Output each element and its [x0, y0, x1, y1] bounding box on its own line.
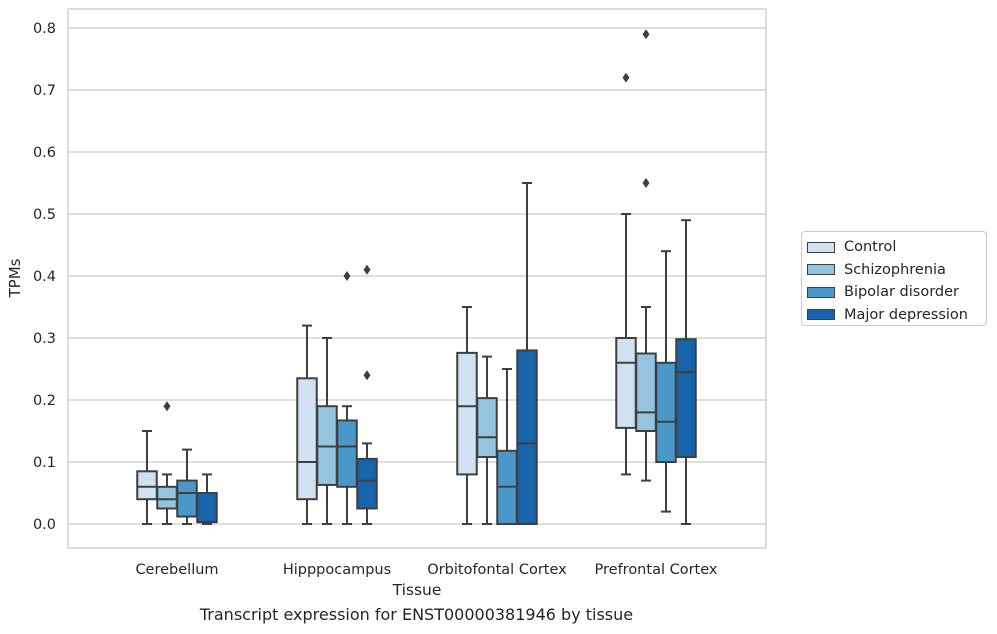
box-3-2	[516, 182, 538, 525]
outlier-point	[163, 401, 171, 412]
legend-label: Schizophrenia	[844, 261, 946, 278]
y-tick-label: 0.8	[33, 21, 56, 37]
box-3-0	[196, 473, 218, 525]
y-tick-labels: 0.0 0.1 0.2 0.3 0.4 0.5 0.6 0.7 0.8	[33, 21, 56, 533]
x-tick-labels: Cerebellum Hipppocampus Orbitofontal Corte…	[135, 562, 717, 578]
legend-swatch	[807, 309, 835, 321]
legend-item-schizophrenia: Schizophrenia	[807, 259, 986, 282]
plot-frame	[67, 8, 767, 549]
x-tick-label: Cerebellum	[135, 562, 218, 578]
legend-label: Major depression	[844, 306, 968, 323]
legend-swatch	[807, 241, 835, 253]
x-axis-label: Tissue	[392, 581, 442, 599]
x-tick-label: Hipppocampus	[283, 562, 391, 578]
box-1-1	[316, 337, 338, 525]
box-0-3	[615, 72, 637, 476]
legend-swatch	[807, 264, 835, 276]
box-body	[655, 361, 677, 463]
box-body	[356, 457, 378, 510]
x-tick-label: Orbitofontal Cortex	[427, 562, 567, 578]
legend-label: Control	[844, 239, 897, 256]
y-tick-label: 0.0	[33, 517, 56, 533]
y-tick-label: 0.1	[33, 455, 56, 471]
box-body	[516, 349, 538, 525]
box-2-2	[496, 368, 518, 525]
outlier-point	[642, 178, 650, 188]
box-body	[675, 338, 697, 459]
gridlines	[68, 27, 766, 525]
box-0-1	[296, 324, 318, 525]
outlier-point	[343, 271, 351, 281]
box-1-0	[156, 401, 178, 525]
box-0-2	[456, 306, 478, 525]
box-0-0	[136, 430, 158, 525]
box-2-1	[336, 271, 358, 525]
y-tick-label: 0.6	[33, 145, 56, 161]
y-tick-label: 0.7	[33, 83, 56, 99]
legend-swatch	[807, 286, 835, 298]
legend: Control Schizophrenia Bipolar disorder M…	[801, 231, 987, 326]
outlier-point	[363, 370, 371, 381]
box-body	[336, 419, 358, 488]
y-tick-label: 0.4	[33, 269, 56, 285]
legend-label: Bipolar disorder	[844, 284, 959, 301]
box-body	[196, 492, 218, 524]
y-tick-label: 0.2	[33, 393, 56, 409]
box-body	[476, 397, 498, 459]
box-1-3	[635, 29, 657, 482]
legend-item-control: Control	[807, 236, 986, 259]
box-body	[615, 337, 637, 429]
y-tick-label: 0.3	[33, 331, 56, 347]
legend-item-major-depression: Major depression	[807, 304, 986, 327]
legend-item-bipolar-disorder: Bipolar disorder	[807, 281, 986, 304]
x-tick-label: Prefrontal Cortex	[595, 562, 718, 578]
outlier-point	[622, 72, 630, 83]
y-tick-label: 0.5	[33, 207, 56, 223]
box-body	[176, 479, 198, 518]
outlier-point	[363, 264, 371, 275]
boxes	[136, 29, 697, 525]
box-body	[156, 485, 178, 510]
box-2-0	[176, 448, 198, 525]
box-body	[296, 377, 318, 501]
box-body	[456, 351, 478, 476]
box-body	[136, 470, 158, 501]
box-1-2	[476, 355, 498, 525]
box-body	[635, 352, 657, 432]
y-axis-label: TPMs	[6, 258, 24, 298]
box-3-1	[356, 264, 378, 525]
box-3-3	[675, 219, 697, 525]
chart-caption: Transcript expression for ENST0000038194…	[199, 605, 634, 624]
box-2-3	[655, 250, 677, 513]
outlier-point	[642, 29, 650, 40]
